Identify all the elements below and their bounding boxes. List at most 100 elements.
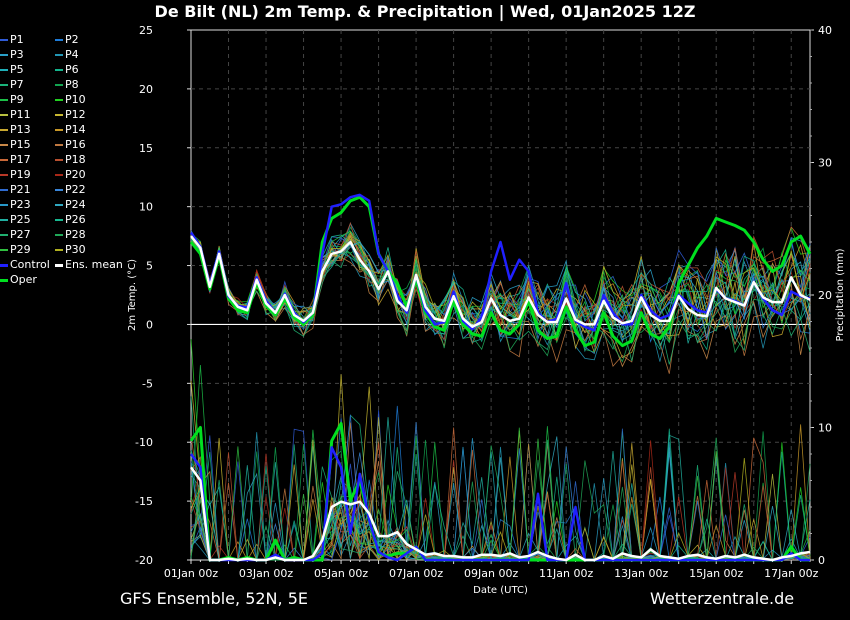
legend-swatch bbox=[55, 159, 63, 161]
legend-item: P9 bbox=[0, 92, 24, 107]
legend-label: P20 bbox=[65, 168, 86, 181]
legend-label: P21 bbox=[10, 183, 31, 196]
x-tick-label: 15Jan 00z bbox=[689, 567, 743, 580]
member-precip-line-P7 bbox=[190, 396, 811, 562]
legend-swatch bbox=[55, 219, 63, 221]
chart-title: De Bilt (NL) 2m Temp. & Precipitation | … bbox=[154, 2, 696, 21]
legend-swatch bbox=[0, 249, 8, 251]
legend-swatch bbox=[0, 174, 8, 176]
legend-item: P14 bbox=[55, 122, 86, 137]
legend-swatch bbox=[55, 84, 63, 86]
y-tick-label: 10 bbox=[139, 201, 153, 214]
legend-label: P5 bbox=[10, 63, 24, 76]
y-right-tick-label: 10 bbox=[818, 422, 832, 435]
legend-swatch bbox=[0, 159, 8, 161]
legend-item: P22 bbox=[55, 182, 86, 197]
y-right-tick-label: 20 bbox=[818, 289, 832, 302]
legend-item: P8 bbox=[55, 77, 79, 92]
footer-model-label: GFS Ensemble, 52N, 5E bbox=[120, 589, 308, 608]
x-tick-label: 03Jan 00z bbox=[239, 567, 293, 580]
member-precip-line-P21 bbox=[190, 414, 811, 561]
member-temp-line-P14 bbox=[190, 235, 811, 329]
legend-label: P30 bbox=[65, 243, 86, 256]
legend-label: P12 bbox=[65, 108, 86, 121]
legend-label: Ens. mean bbox=[65, 258, 123, 271]
oper-temp-line bbox=[189, 195, 812, 348]
member-temp-line-P30 bbox=[190, 234, 811, 333]
legend-label: P16 bbox=[65, 138, 86, 151]
legend-label: P4 bbox=[65, 48, 79, 61]
legend-swatch bbox=[0, 278, 8, 282]
legend-swatch bbox=[55, 234, 63, 236]
legend-item: P17 bbox=[0, 152, 31, 167]
legend-item: Oper bbox=[0, 272, 37, 287]
legend-label: Oper bbox=[10, 273, 37, 286]
y-axis-label: 2m Temp. (°C) bbox=[127, 259, 138, 331]
x-tick-label: 17Jan 00z bbox=[764, 567, 818, 580]
legend-item: P27 bbox=[0, 227, 31, 242]
legend-swatch bbox=[55, 249, 63, 251]
legend-label: P2 bbox=[65, 33, 79, 46]
legend-item: P16 bbox=[55, 137, 86, 152]
legend-item: P24 bbox=[55, 197, 86, 212]
legend-item: P13 bbox=[0, 122, 31, 137]
legend-item: Ens. mean bbox=[55, 257, 123, 272]
legend-label: P19 bbox=[10, 168, 31, 181]
x-tick-label: 11Jan 00z bbox=[539, 567, 593, 580]
legend-swatch bbox=[55, 69, 63, 71]
legend-label: P25 bbox=[10, 213, 31, 226]
y-right-tick-label: 40 bbox=[818, 24, 832, 37]
legend-item: P18 bbox=[55, 152, 86, 167]
legend-label: P29 bbox=[10, 243, 31, 256]
legend-label: P27 bbox=[10, 228, 31, 241]
y-right-tick-label: 30 bbox=[818, 157, 832, 170]
legend-item: P4 bbox=[55, 47, 79, 62]
legend-swatch bbox=[55, 54, 63, 56]
legend-item: P26 bbox=[55, 212, 86, 227]
legend-item: P7 bbox=[0, 77, 24, 92]
legend-swatch bbox=[55, 144, 63, 146]
legend-label: P8 bbox=[65, 78, 79, 91]
legend-label: P6 bbox=[65, 63, 79, 76]
legend-swatch bbox=[55, 39, 63, 41]
y-tick-label: -20 bbox=[135, 554, 153, 567]
legend-label: P3 bbox=[10, 48, 24, 61]
legend-swatch bbox=[0, 69, 8, 71]
y-tick-label: -15 bbox=[135, 495, 153, 508]
x-tick-label: 13Jan 00z bbox=[614, 567, 668, 580]
legend-item: P21 bbox=[0, 182, 31, 197]
legend-label: P9 bbox=[10, 93, 24, 106]
legend-item: P28 bbox=[55, 227, 86, 242]
legend-swatch bbox=[55, 263, 63, 267]
legend-item: P1 bbox=[0, 32, 24, 47]
legend-item: P6 bbox=[55, 62, 79, 77]
y-tick-label: -5 bbox=[142, 377, 153, 390]
x-tick-label: 01Jan 00z bbox=[164, 567, 218, 580]
oper-precip-line bbox=[189, 422, 810, 562]
y-tick-label: 15 bbox=[139, 142, 153, 155]
legend-swatch bbox=[55, 99, 63, 101]
y-right-axis-label: Precipitation (mm) bbox=[835, 248, 846, 341]
legend-label: P10 bbox=[65, 93, 86, 106]
member-temp-line-P29 bbox=[190, 230, 811, 341]
member-precip-line-P15 bbox=[190, 422, 811, 561]
legend-label: P14 bbox=[65, 123, 86, 136]
footer-site-label: Wetterzentrale.de bbox=[650, 589, 795, 608]
legend-item: P19 bbox=[0, 167, 31, 182]
legend-swatch bbox=[55, 129, 63, 131]
x-tick-label: 09Jan 00z bbox=[464, 567, 518, 580]
member-precip-line-P25 bbox=[190, 417, 811, 561]
legend-swatch bbox=[0, 234, 8, 236]
x-axis-label: Date (UTC) bbox=[473, 585, 528, 596]
legend-label: P24 bbox=[65, 198, 86, 211]
legend-swatch bbox=[55, 204, 63, 206]
legend-item: P12 bbox=[55, 107, 86, 122]
member-precip-line-P1 bbox=[190, 410, 811, 561]
legend-swatch bbox=[0, 144, 8, 146]
legend-item: P29 bbox=[0, 242, 31, 257]
legend-swatch bbox=[55, 189, 63, 191]
legend-label: P1 bbox=[10, 33, 24, 46]
legend-label: P11 bbox=[10, 108, 31, 121]
x-tick-label: 05Jan 00z bbox=[314, 567, 368, 580]
